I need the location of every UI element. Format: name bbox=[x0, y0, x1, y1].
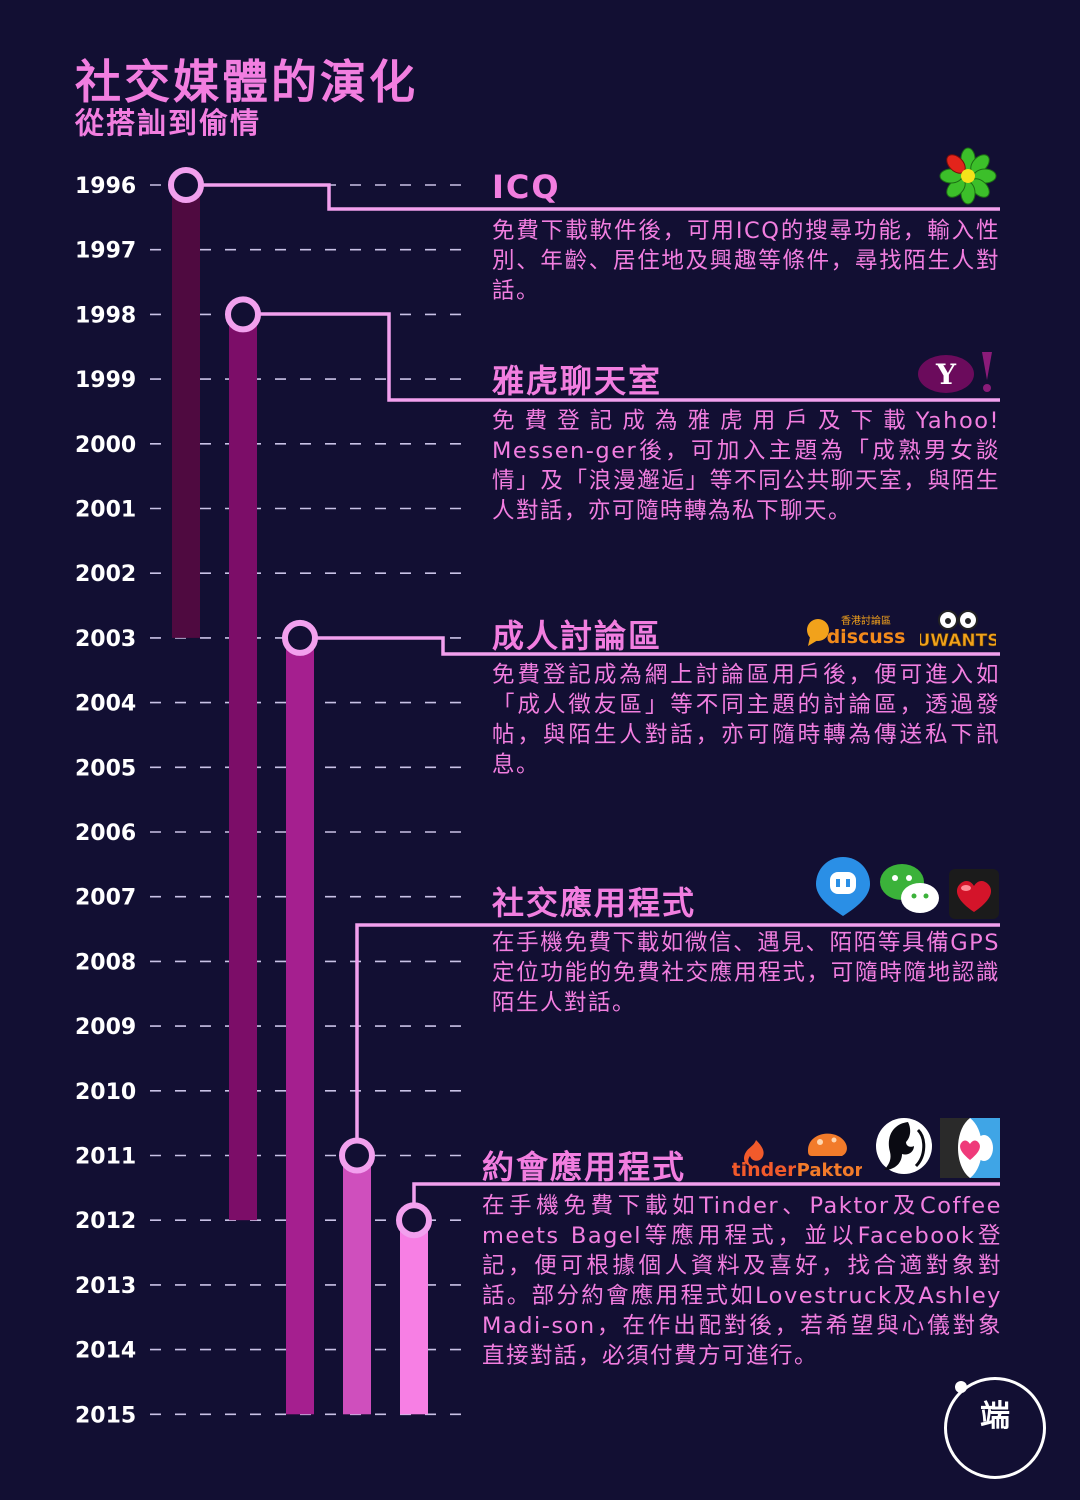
event-description-icq: 免費下載軟件後，可用ICQ的搜尋功能，輸入性別、年齡、居住地及興趣等條件，尋找陌… bbox=[492, 218, 1000, 304]
coffee-meets-bagel-icon bbox=[940, 1118, 1000, 1178]
icq-flower-icon bbox=[939, 147, 997, 205]
initium-logo-icon: 端 bbox=[944, 1377, 1046, 1479]
year-label-2001: 2001 bbox=[75, 498, 136, 523]
svg-text:Y: Y bbox=[935, 358, 957, 391]
year-label-2012: 2012 bbox=[75, 1209, 136, 1234]
uwants-logo-icon: UWANTS bbox=[920, 610, 996, 650]
year-label-2000: 2000 bbox=[75, 433, 136, 458]
tinder-logo-icon: tinder bbox=[732, 1140, 796, 1180]
event-connector-4 bbox=[355, 923, 1000, 1146]
momo-app-icon bbox=[816, 857, 870, 916]
yahoo-logo-icon: Y bbox=[918, 352, 992, 393]
year-label-2010: 2010 bbox=[75, 1080, 136, 1105]
event-heading-social-apps: 社交應用程式 bbox=[492, 884, 697, 922]
event-heading-yahoo: 雅虎聊天室 bbox=[492, 362, 663, 400]
event-heading-icq: ICQ bbox=[492, 168, 561, 206]
timeline-bar-3 bbox=[286, 637, 314, 1415]
yujian-app-icon bbox=[949, 869, 999, 919]
timeline-markers bbox=[168, 167, 432, 1239]
page-subtitle: 從搭訕到偷情 bbox=[75, 106, 262, 140]
tinder-logo-text: tinder bbox=[732, 1159, 796, 1180]
year-label-1996: 1996 bbox=[75, 174, 136, 199]
wechat-app-icon bbox=[880, 864, 939, 913]
timeline-marker-1 bbox=[168, 167, 204, 203]
brand-dot-icon bbox=[955, 1381, 967, 1393]
timeline-marker-3 bbox=[282, 619, 318, 656]
timeline-connectors bbox=[186, 183, 1000, 1222]
year-label-2007: 2007 bbox=[75, 886, 136, 911]
event-description-social-apps: 在手機免費下載如微信、遇見、陌陌等具備GPS定位功能的免費社交應用程式，可隨時隨… bbox=[492, 930, 1000, 1016]
year-label-2015: 2015 bbox=[75, 1403, 136, 1428]
year-label-2014: 2014 bbox=[75, 1339, 136, 1364]
event-connector-3 bbox=[300, 636, 1000, 656]
year-label-1997: 1997 bbox=[75, 239, 136, 264]
discuss-logo-text: discuss bbox=[827, 626, 906, 648]
timeline-bar-5 bbox=[400, 1220, 428, 1415]
year-label-2009: 2009 bbox=[75, 1015, 136, 1040]
year-label-1999: 1999 bbox=[75, 368, 136, 393]
timeline-bar-4 bbox=[343, 1155, 371, 1415]
event-heading-forum: 成人討論區 bbox=[492, 617, 663, 655]
paktor-logo-text: Paktor bbox=[798, 1160, 862, 1180]
event-heading-dating-apps: 約會應用程式 bbox=[482, 1148, 687, 1186]
year-label-2013: 2013 bbox=[75, 1274, 136, 1299]
event-description-yahoo: 免費登記成為雅虎用戶及下載Yahoo! Messen-ger後，可加入主題為「成… bbox=[492, 408, 1000, 524]
paktor-logo-icon: Paktor bbox=[798, 1133, 862, 1180]
timeline-marker-4 bbox=[339, 1137, 375, 1174]
year-label-2008: 2008 bbox=[75, 950, 136, 975]
timeline-bar-1 bbox=[172, 185, 200, 638]
ashley-madison-icon bbox=[876, 1118, 932, 1174]
year-label-2003: 2003 bbox=[75, 627, 136, 652]
uwants-logo-text: UWANTS bbox=[920, 631, 996, 650]
timeline-bar-2 bbox=[229, 314, 257, 1221]
year-label-2006: 2006 bbox=[75, 821, 136, 846]
event-description-dating-apps: 在手機免費下載如Tinder、Paktor及Coffee meets Bagel… bbox=[482, 1193, 1002, 1369]
year-label-2011: 2011 bbox=[75, 1145, 136, 1170]
event-connector-1 bbox=[186, 183, 1000, 211]
page-title: 社交媒體的演化 bbox=[75, 55, 418, 109]
discuss-logo-icon: 香港討論區 discuss bbox=[807, 614, 906, 648]
year-label-2004: 2004 bbox=[75, 692, 136, 717]
year-label-2005: 2005 bbox=[75, 756, 136, 781]
event-connector-2 bbox=[243, 312, 1000, 402]
timeline-bars bbox=[172, 185, 428, 1415]
year-label-2002: 2002 bbox=[75, 562, 136, 587]
event-description-forum: 免費登記成為網上討論區用戶後，便可進入如「成人徵友區」等不同主題的討論區，透過發… bbox=[492, 662, 1000, 778]
year-label-1998: 1998 bbox=[75, 303, 136, 328]
timeline-marker-5 bbox=[396, 1202, 432, 1239]
discuss-logo-subtext: 香港討論區 bbox=[841, 614, 891, 627]
timeline-marker-2 bbox=[225, 296, 261, 333]
brand-logo-text: 端 bbox=[980, 1399, 1010, 1434]
